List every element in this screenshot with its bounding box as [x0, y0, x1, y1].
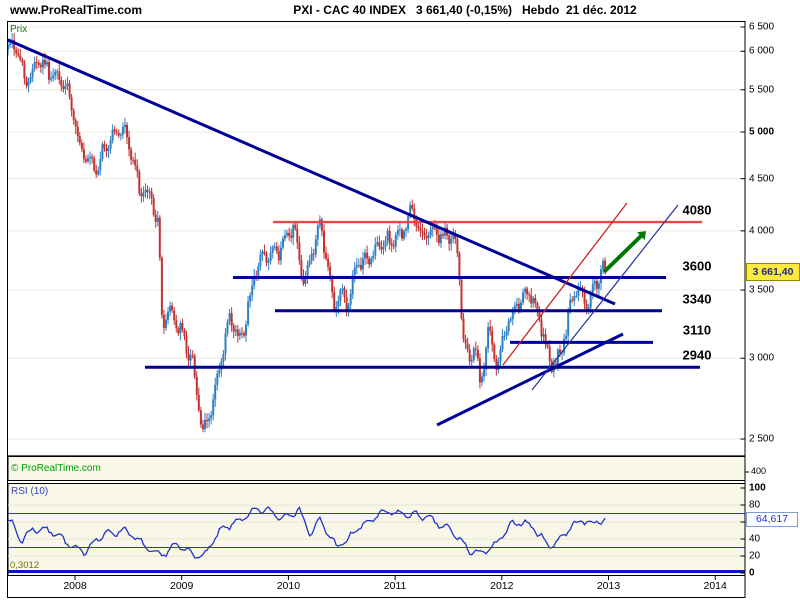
year-label-2014: 2014	[703, 580, 727, 592]
volume-axis-label: 400	[751, 466, 767, 476]
rising-support-trendline[interactable]	[436, 332, 624, 427]
rsi-pane-background	[7, 483, 746, 576]
year-label-2012: 2012	[490, 580, 514, 592]
price-pane-label: Prix	[10, 24, 28, 35]
price-axis-label-4000: 4 000	[749, 225, 775, 237]
rsi-axis-label-100: 100	[749, 482, 766, 494]
current-rsi-badge: 64,617	[746, 512, 798, 527]
price-axis-label-4500: 4 500	[749, 173, 775, 185]
level-label-3110: 3110	[682, 322, 712, 338]
price-axis-label-3500: 3 500	[749, 284, 775, 296]
price-axis-label-3000: 3 000	[749, 352, 775, 364]
rsi-axis-label-20: 20	[749, 550, 761, 562]
chart-title: PXI - CAC 40 INDEX 3 661,40 (-0,15%) Heb…	[293, 3, 637, 17]
volume-pane-strip	[7, 456, 746, 481]
year-label-2009: 2009	[170, 580, 194, 592]
level-label-3600: 3600	[682, 258, 712, 274]
rsi-axis-label-40: 40	[749, 533, 761, 545]
chart-frame	[7, 21, 746, 598]
rsi-axis-label-80: 80	[749, 499, 761, 511]
major-descending-trendline[interactable]	[7, 38, 616, 306]
green-arrow-head	[637, 231, 647, 241]
rsi-line-series[interactable]	[7, 506, 606, 559]
green-up-arrow[interactable]	[602, 234, 643, 274]
level-label-3340: 3340	[682, 291, 712, 307]
year-label-2008: 2008	[63, 580, 87, 592]
price-axis-label-5500: 5 500	[749, 84, 775, 96]
copyright-label: © ProRealTime.com	[11, 463, 101, 474]
rising-thin-blue-trendline[interactable]	[531, 204, 679, 391]
rsi-indicator-label: RSI (10)	[11, 486, 49, 497]
price-axis-label-6000: 6 000	[749, 45, 775, 57]
rising-red-trendline[interactable]	[502, 202, 628, 366]
price-axis-label-6500: 6 500	[749, 21, 775, 33]
current-price-badge: 3 661,40	[746, 263, 800, 281]
level-label-4080: 4080	[682, 202, 712, 218]
rsi-left-value: 0,3012	[10, 560, 40, 571]
candlestick-series[interactable]	[7, 33, 607, 433]
price-axis-label-2500: 2 500	[749, 433, 775, 445]
year-label-2013: 2013	[596, 580, 621, 592]
rsi-axis-label-0: 0	[749, 567, 755, 579]
year-label-2011: 2011	[383, 580, 407, 592]
price-axis-label-5000: 5 000	[749, 126, 775, 138]
year-label-2010: 2010	[276, 580, 301, 592]
site-link[interactable]: www.ProRealTime.com	[10, 3, 143, 17]
level-label-2940: 2940	[682, 347, 712, 363]
